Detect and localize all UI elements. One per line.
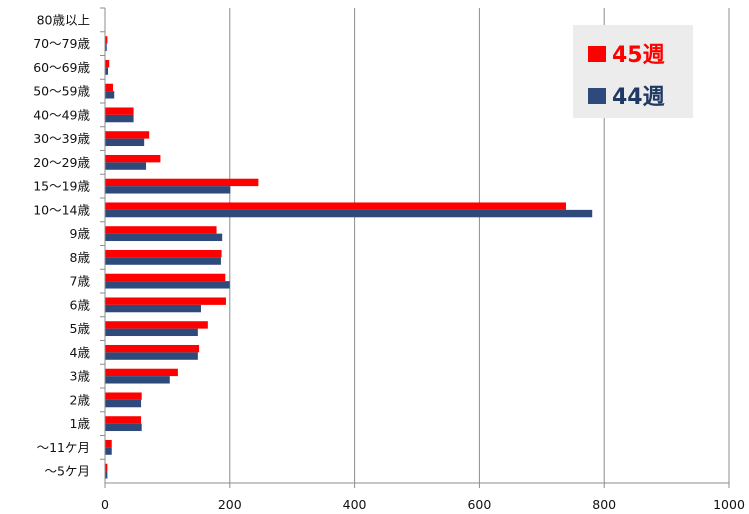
bar-series2-14 [105, 352, 198, 360]
legend-swatch-1 [588, 46, 606, 62]
bar-series1-14 [105, 344, 200, 353]
bar-series2-7 [105, 186, 231, 194]
bar-series2-2 [105, 67, 108, 75]
bar-series2-5 [105, 138, 145, 147]
y-category-label-4: 40〜49歳 [33, 107, 90, 122]
bar-series1-19 [105, 463, 108, 472]
bar-series1-12 [105, 297, 226, 305]
y-category-label-5: 30〜39歳 [33, 131, 90, 146]
bar-series1-8 [105, 202, 567, 210]
y-category-label-2: 60〜69歳 [33, 60, 90, 75]
bar-series1-5 [105, 131, 150, 139]
bar-series2-4 [105, 114, 134, 123]
bar-series2-10 [105, 257, 221, 265]
y-category-label-17: 1歳 [70, 416, 91, 431]
bar-series1-10 [105, 249, 222, 258]
bar-series1-18 [105, 439, 112, 448]
bar-series2-19 [105, 471, 108, 479]
y-category-label-7: 15〜19歳 [33, 179, 90, 194]
x-tick-label-200: 200 [218, 497, 242, 512]
y-category-label-0: 80歳以上 [37, 12, 90, 27]
bar-series2-1 [105, 43, 107, 52]
y-category-label-12: 6歳 [70, 297, 91, 312]
y-category-label-19: 〜5ケ月 [45, 464, 90, 479]
x-tick-label-800: 800 [592, 497, 616, 512]
bar-series1-15 [105, 368, 178, 377]
bar-series2-9 [105, 233, 223, 242]
y-category-label-8: 10〜14歳 [33, 202, 90, 217]
bar-series1-9 [105, 226, 217, 234]
bar-series1-17 [105, 416, 142, 424]
bar-series2-11 [105, 281, 230, 289]
bar-series1-16 [105, 392, 142, 400]
bar-series2-8 [105, 209, 593, 218]
y-category-label-1: 70〜79歳 [33, 36, 90, 51]
x-tick-label-400: 400 [343, 497, 367, 512]
bar-series2-18 [105, 447, 112, 455]
x-tick-label-0: 0 [101, 497, 109, 512]
y-category-label-15: 3歳 [70, 369, 91, 384]
legend-label-2: 44週 [612, 85, 665, 110]
x-tick-label-600: 600 [467, 497, 491, 512]
y-category-label-16: 2歳 [70, 392, 91, 407]
x-tick-label-1000: 1000 [713, 497, 745, 512]
y-category-label-9: 9歳 [70, 226, 91, 241]
y-category-label-6: 20〜29歳 [33, 155, 90, 170]
bar-series1-11 [105, 273, 226, 282]
bar-series1-13 [105, 321, 208, 329]
bar-series2-6 [105, 162, 147, 170]
legend-swatch-2 [588, 88, 606, 104]
bar-series1-2 [105, 59, 110, 68]
axis-layer [100, 7, 730, 488]
bar-series2-3 [105, 91, 115, 99]
bar-series1-1 [105, 36, 108, 44]
legend-label-1: 45週 [612, 43, 665, 68]
bar-series1-3 [105, 83, 113, 92]
bar-series1-4 [105, 107, 134, 115]
bar-series2-17 [105, 423, 142, 432]
y-category-label-13: 5歳 [70, 321, 91, 336]
bar-series2-16 [105, 399, 142, 408]
bar-series1-6 [105, 154, 161, 163]
bar-series2-12 [105, 304, 201, 313]
y-category-label-3: 50〜59歳 [33, 84, 90, 99]
bar-series2-15 [105, 376, 170, 384]
y-category-label-18: 〜11ケ月 [37, 440, 90, 455]
y-category-label-14: 4歳 [70, 345, 91, 360]
label-layer: 0 200 400 600 800 1000 80歳以上 70〜79歳 60〜69歳 50〜59歳… [33, 12, 745, 512]
y-category-label-10: 8歳 [70, 250, 91, 265]
bar-layer [105, 36, 593, 479]
bar-series1-7 [105, 178, 259, 187]
y-category-label-11: 7歳 [70, 274, 91, 289]
bar-series2-13 [105, 328, 198, 337]
legend: 45週 44週 [573, 25, 693, 118]
